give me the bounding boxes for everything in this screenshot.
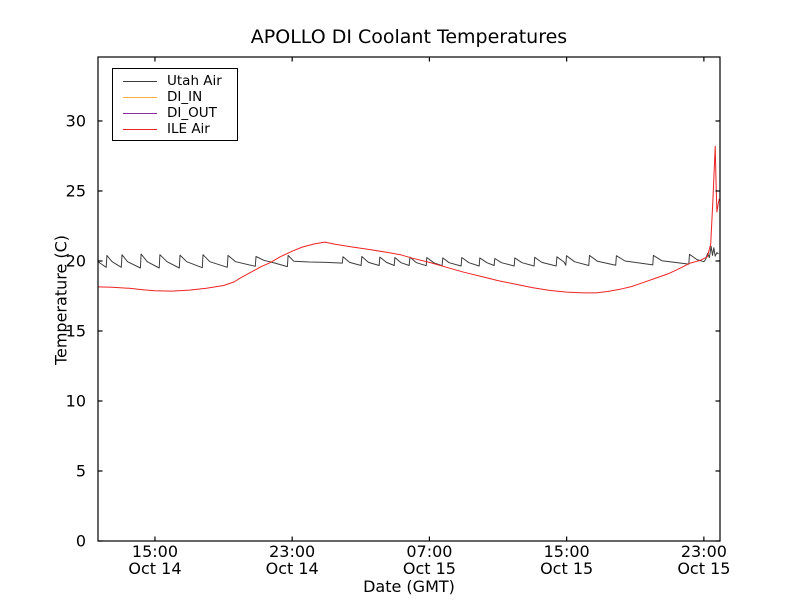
legend-line-sample — [123, 80, 157, 82]
axes-frame — [97, 56, 721, 542]
legend: Utah Air DI_IN DI_OUT ILE Air — [112, 68, 238, 141]
legend-label: ILE Air — [167, 121, 210, 137]
y-tick-label: 30 — [66, 111, 86, 130]
legend-entry: ILE Air — [113, 121, 237, 137]
legend-label: DI_OUT — [167, 105, 217, 121]
chart-title: APOLLO DI Coolant Temperatures — [250, 26, 568, 48]
legend-line-sample — [123, 96, 157, 98]
y-tick-label: 5 — [76, 461, 86, 480]
x-tick-label-date: Oct 15 — [403, 559, 456, 578]
y-axis-label: Temperature (C) — [51, 234, 71, 366]
legend-entry: DI_OUT — [113, 105, 237, 121]
x-tick-label: 23:00 — [681, 542, 727, 561]
y-tick-label: 0 — [76, 532, 86, 551]
y-tick-label: 20 — [66, 251, 86, 270]
legend-label: Utah Air — [167, 73, 222, 89]
x-tick-label: 15:00 — [132, 542, 178, 561]
series-group — [98, 145, 720, 294]
y-tick-label: 25 — [66, 181, 86, 200]
x-tick-label-date: Oct 15 — [540, 559, 593, 578]
legend-label: DI_IN — [167, 89, 203, 105]
x-axis-label: Date (GMT) — [363, 577, 455, 596]
x-tick-label: 15:00 — [544, 542, 590, 561]
series-line-ile-air — [98, 145, 720, 294]
legend-line-sample — [123, 112, 157, 114]
y-tick-label: 10 — [66, 391, 86, 410]
x-tick-label-date: Oct 14 — [266, 559, 319, 578]
legend-entry: Utah Air — [113, 73, 237, 89]
x-tick-label: 23:00 — [269, 542, 315, 561]
x-tick-label-date: Oct 15 — [677, 559, 730, 578]
x-tick-label: 07:00 — [406, 542, 452, 561]
legend-line-sample — [123, 128, 157, 130]
legend-entry: DI_IN — [113, 89, 237, 105]
x-tick-label-date: Oct 14 — [128, 559, 181, 578]
y-tick-label: 15 — [66, 321, 86, 340]
